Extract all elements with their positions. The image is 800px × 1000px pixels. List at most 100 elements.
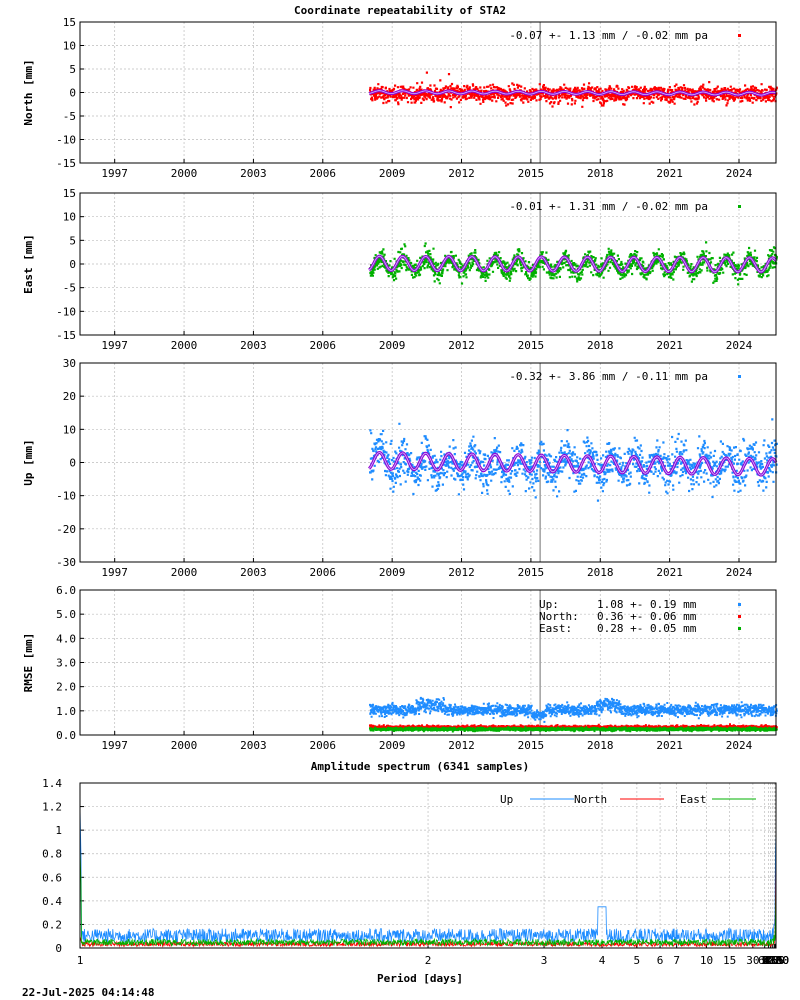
y-tick-label: 10	[63, 211, 76, 224]
stats-annotation: -0.07 +- 1.13 mm / -0.02 mm pa	[509, 29, 708, 42]
x-tick-label: 2012	[448, 566, 475, 579]
spectrum-legend-label: East	[680, 793, 707, 806]
y-tick-label: -5	[63, 282, 76, 295]
x-tick-label: 2024	[726, 339, 753, 352]
x-tick-label: 2024	[726, 739, 753, 752]
x-tick-label: 122	[760, 954, 780, 967]
legend-marker	[738, 375, 741, 378]
panel-frame	[79, 192, 777, 336]
panel-east: -15 -10 -5 0 5 10 15 1997 2000 2003 2006 2009 2012 20…	[22, 187, 778, 352]
x-tick-label: 1997	[101, 167, 128, 180]
x-tick-label: 7	[673, 954, 680, 967]
x-tick-label: 2024	[726, 566, 753, 579]
north-points	[369, 71, 778, 109]
x-tick-label: 2009	[379, 739, 406, 752]
x-tick-label: 91	[762, 954, 775, 967]
x-tick-label: 3	[541, 954, 548, 967]
y-tick-label: -5	[63, 110, 76, 123]
spectrum-line-up	[79, 806, 777, 944]
rmse-legend-value: 0.36 +- 0.06 mm	[597, 610, 697, 623]
spectrum-line-east	[79, 847, 777, 948]
panel-up: -30 -20 -10 0 10 20 30 1997 2000 2003 2006 2009 2012…	[22, 357, 778, 579]
x-tick-label: 2021	[656, 566, 683, 579]
legend-marker	[738, 205, 741, 208]
x-axis-label: Period [days]	[377, 972, 463, 985]
rmse-legend-value: 0.28 +- 0.05 mm	[597, 622, 697, 635]
rmse-points-2	[369, 726, 778, 733]
panel-frame	[79, 21, 777, 164]
x-tick-label: 2015	[518, 566, 545, 579]
x-tick-label: 2015	[518, 339, 545, 352]
y-tick-label: 1	[55, 824, 62, 837]
x-tick-label: 2190	[763, 954, 790, 967]
x-tick-label: 2018	[587, 739, 614, 752]
spectrum-group: 0 0.2 0.4 0.6 0.8 1 1.2 1.4 1 2 3 4 5 6 7 10 15 306191122…	[42, 777, 789, 985]
spectrum-legend-label: North	[574, 793, 607, 806]
x-tick-label: 2000	[171, 339, 198, 352]
y-tick-label: -15	[56, 329, 76, 342]
y-axis-label: North [mm]	[22, 59, 35, 125]
x-tick-label: 61	[758, 954, 771, 967]
y-tick-label: -15	[56, 157, 76, 170]
y-tick-label: 1.0	[56, 705, 76, 718]
rmse-legend-marker	[738, 627, 741, 630]
panel-frame	[79, 589, 777, 736]
spectrum-legend-label: Up	[500, 793, 513, 806]
x-tick-label: 2015	[518, 167, 545, 180]
y-tick-label: 6.0	[56, 584, 76, 597]
y-tick-label: -10	[56, 305, 76, 318]
rmse-legend-marker	[738, 603, 741, 606]
rmse-points-0	[369, 696, 778, 723]
panel-north: -15 -10 -5 0 5 10 15 1997 2000 2003 2006 2009 2012 20…	[22, 16, 778, 180]
x-tick-label: 2006	[310, 167, 337, 180]
panel-rmse: 0.0 1.0 2.0 3.0 4.0 5.0 6.0 1997 2000 2003 2006 200…	[22, 584, 778, 752]
x-tick-label: 730	[765, 954, 785, 967]
y-tick-label: 0	[69, 87, 76, 100]
x-tick-label: 4380	[763, 954, 790, 967]
x-tick-label: 2009	[379, 339, 406, 352]
x-tick-label: 1	[77, 954, 84, 967]
page-title: Coordinate repeatability of STA2	[294, 4, 506, 17]
x-tick-label: 5	[634, 954, 641, 967]
x-tick-label: 2	[425, 954, 432, 967]
y-tick-label: 0.4	[42, 895, 62, 908]
east-points	[369, 241, 778, 286]
y-tick-label: 0.2	[42, 918, 62, 931]
y-tick-label: 2.0	[56, 681, 76, 694]
y-axis-label: Up [mm]	[22, 439, 35, 485]
x-tick-label: 2003	[240, 167, 267, 180]
x-tick-label: 2018	[587, 339, 614, 352]
x-tick-label: 2015	[518, 739, 545, 752]
rmse-legend-value: 1.08 +- 0.19 mm	[597, 598, 697, 611]
north-model-line-inner	[368, 90, 777, 96]
x-tick-label: 15	[723, 954, 736, 967]
rmse-legend-name: North:	[539, 610, 579, 623]
x-tick-label: 1997	[101, 339, 128, 352]
timestamp: 22-Jul-2025 04:14:48	[22, 986, 154, 999]
panel-frame	[79, 362, 777, 563]
y-axis-label: East [mm]	[22, 234, 35, 294]
y-tick-label: 15	[63, 16, 76, 29]
x-tick-label: 2012	[448, 739, 475, 752]
x-tick-label: 2021	[656, 739, 683, 752]
y-tick-label: 1.4	[42, 777, 62, 790]
x-tick-label: 2018	[587, 167, 614, 180]
y-tick-label: 5.0	[56, 608, 76, 621]
y-tick-label: 4.0	[56, 632, 76, 645]
y-tick-label: 15	[63, 187, 76, 200]
x-tick-label: 2024	[726, 167, 753, 180]
y-tick-label: 10	[63, 423, 76, 436]
y-tick-label: 1.2	[42, 801, 62, 814]
up-model-line-inner	[368, 452, 777, 476]
y-tick-label: 0.8	[42, 848, 62, 861]
x-tick-label: 2012	[448, 339, 475, 352]
x-tick-label: 2018	[587, 566, 614, 579]
y-tick-label: 20	[63, 390, 76, 403]
x-tick-label: 2009	[379, 566, 406, 579]
y-tick-label: 10	[63, 40, 76, 53]
x-tick-label: 2003	[240, 739, 267, 752]
x-tick-label: 2006	[310, 566, 337, 579]
x-tick-label: 8760	[763, 954, 790, 967]
x-tick-label: 2000	[171, 167, 198, 180]
